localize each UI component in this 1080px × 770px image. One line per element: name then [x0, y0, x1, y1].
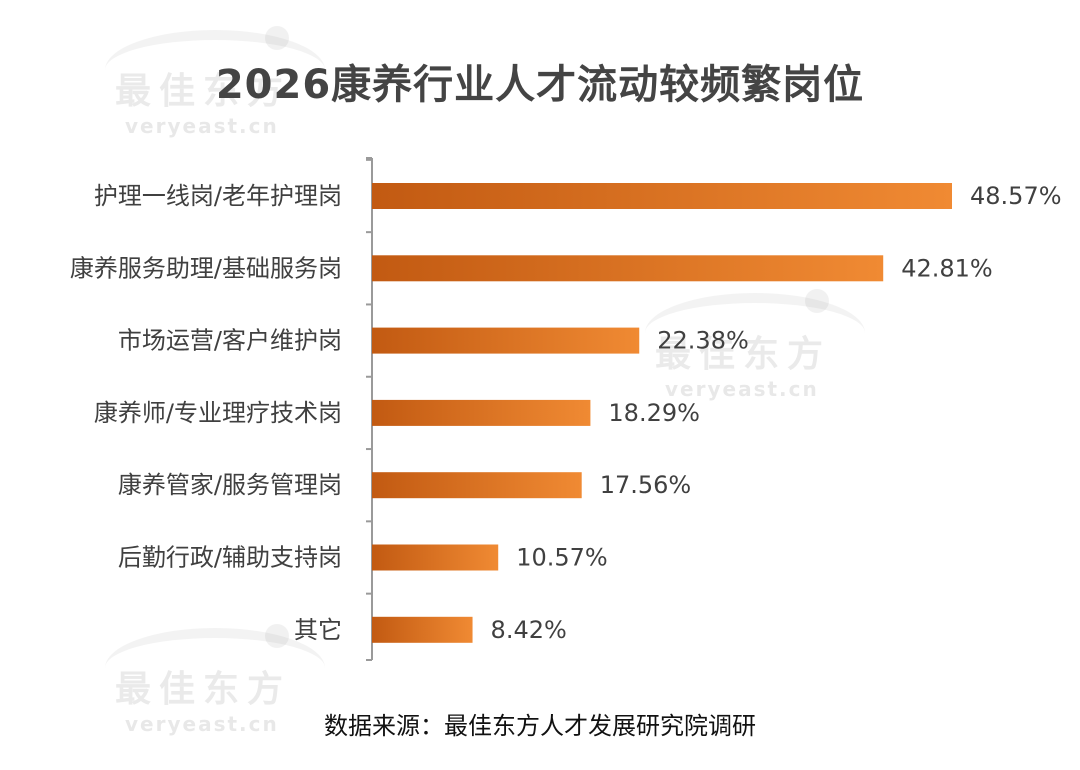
bar — [372, 616, 473, 643]
bar — [372, 327, 640, 354]
category-label: 后勤行政/辅助支持岗 — [118, 544, 342, 572]
value-label: 42.81% — [901, 254, 993, 282]
value-label: 10.57% — [516, 544, 608, 572]
bar — [372, 472, 582, 499]
bar — [372, 255, 884, 282]
chart-title: 2026康养行业人才流动较频繁岗位 — [215, 62, 865, 108]
category-label: 康养服务助理/基础服务岗 — [70, 254, 342, 282]
category-label: 康养管家/服务管理岗 — [118, 471, 342, 499]
category-label: 其它 — [294, 616, 342, 644]
value-label: 8.42% — [491, 616, 567, 644]
value-label: 22.38% — [657, 327, 749, 355]
category-label: 护理一线岗/老年护理岗 — [94, 182, 342, 210]
value-label: 17.56% — [600, 471, 692, 499]
category-label: 康养师/专业理疗技术岗 — [94, 399, 342, 427]
bar — [372, 399, 591, 426]
value-label: 48.57% — [970, 182, 1062, 210]
value-label: 18.29% — [608, 399, 700, 427]
category-label: 市场运营/客户维护岗 — [118, 327, 342, 355]
bar — [372, 183, 952, 209]
bar — [372, 544, 499, 571]
data-source: 数据来源：最佳东方人才发展研究院调研 — [324, 712, 756, 740]
